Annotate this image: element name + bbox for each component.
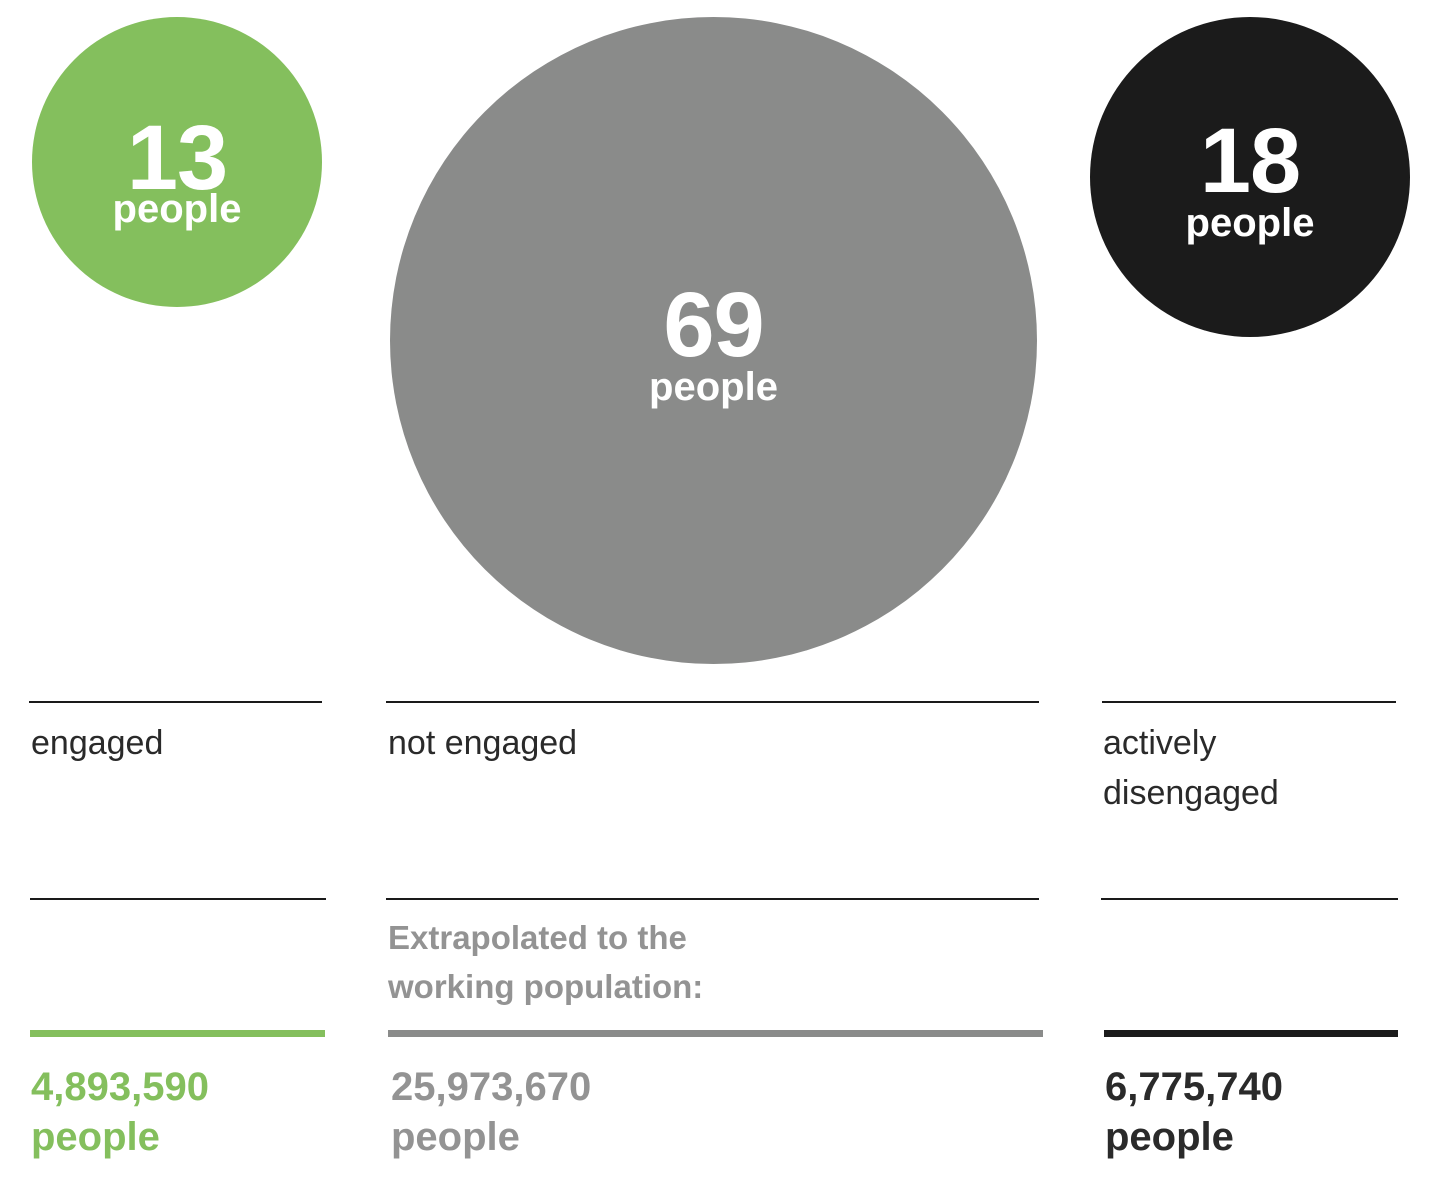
bar-not-engaged [388, 1030, 1043, 1037]
total-not-engaged-value: 25,973,670 [391, 1065, 592, 1109]
bubble-engaged: 13 people [32, 17, 322, 307]
divider-engaged-middle [30, 898, 326, 900]
value-engaged: 13 [126, 107, 228, 209]
total-actively-disengaged: 6,775,740 people [1105, 1062, 1283, 1162]
value-unit-not-engaged: people [649, 365, 778, 409]
category-label-actively-disengaged: actively disengaged [1103, 724, 1279, 812]
divider-not-engaged-top [386, 701, 1039, 703]
total-actively-disengaged-value: 6,775,740 [1105, 1065, 1283, 1109]
bar-actively-disengaged [1104, 1030, 1398, 1037]
value-unit-engaged: people [112, 187, 242, 231]
total-actively-disengaged-unit: people [1105, 1115, 1234, 1159]
bubble-not-engaged: 69 people [390, 17, 1037, 664]
category-label-engaged: engaged [31, 724, 164, 762]
divider-actively-disengaged-top [1102, 701, 1396, 703]
value-actively-disengaged: 18 [1199, 110, 1301, 212]
total-engaged-unit: people [31, 1115, 160, 1159]
value-not-engaged: 69 [663, 274, 764, 376]
total-not-engaged: 25,973,670 people [391, 1062, 591, 1162]
bubble-actively-disengaged: 18 people [1090, 17, 1410, 337]
divider-not-engaged-middle [386, 898, 1039, 900]
category-label-not-engaged: not engaged [388, 724, 578, 762]
divider-engaged-top [29, 701, 322, 703]
extrapolation-note: Extrapolated to the working population: [388, 919, 704, 1005]
total-engaged-value: 4,893,590 [31, 1065, 209, 1109]
total-not-engaged-unit: people [391, 1115, 520, 1159]
total-engaged: 4,893,590 people [31, 1062, 209, 1162]
value-unit-actively-disengaged: people [1185, 201, 1315, 245]
divider-actively-disengaged-middle [1101, 898, 1398, 900]
bar-engaged [30, 1030, 325, 1037]
